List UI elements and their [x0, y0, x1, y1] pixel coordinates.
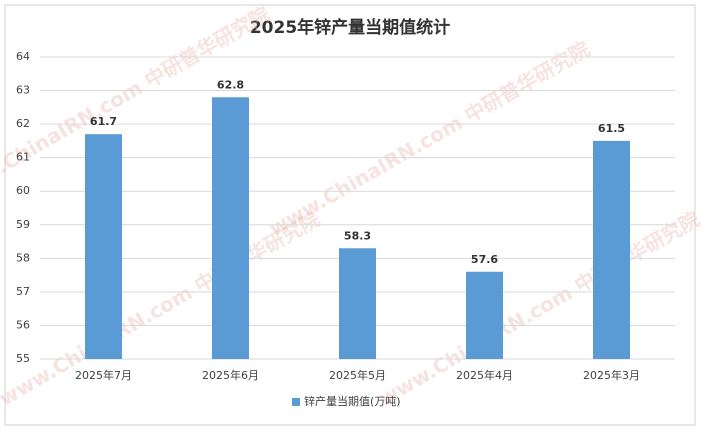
y-tick-label: 58 — [16, 251, 30, 264]
legend-swatch — [292, 398, 300, 406]
y-tick-label: 61 — [16, 151, 30, 164]
legend-label: 锌产量当期值(万吨) — [304, 394, 401, 408]
x-tick-label: 2025年3月 — [583, 368, 640, 382]
bar — [339, 248, 376, 359]
bar — [593, 140, 630, 359]
y-tick-label: 60 — [16, 184, 30, 197]
y-tick-label: 64 — [16, 50, 30, 63]
x-tick-label: 2025年7月 — [75, 368, 132, 382]
value-label: 61.7 — [90, 115, 117, 128]
y-tick-label: 55 — [16, 352, 30, 365]
bar — [212, 97, 249, 360]
y-tick-label: 59 — [16, 218, 30, 231]
y-tick-label: 62 — [16, 117, 30, 130]
x-tick-label: 2025年6月 — [202, 368, 259, 382]
y-tick-label: 56 — [16, 318, 30, 331]
y-tick-label: 63 — [16, 84, 30, 97]
chart-title: 2025年锌产量当期值统计 — [250, 17, 450, 38]
value-label: 57.6 — [471, 253, 498, 266]
value-label: 62.8 — [217, 78, 244, 91]
x-tick-label: 2025年4月 — [456, 368, 513, 382]
x-tick-label: 2025年5月 — [329, 368, 386, 382]
value-label: 61.5 — [598, 122, 625, 135]
y-tick-label: 57 — [16, 285, 30, 298]
value-label: 58.3 — [344, 229, 371, 242]
bar — [466, 271, 503, 359]
bar — [85, 134, 122, 359]
